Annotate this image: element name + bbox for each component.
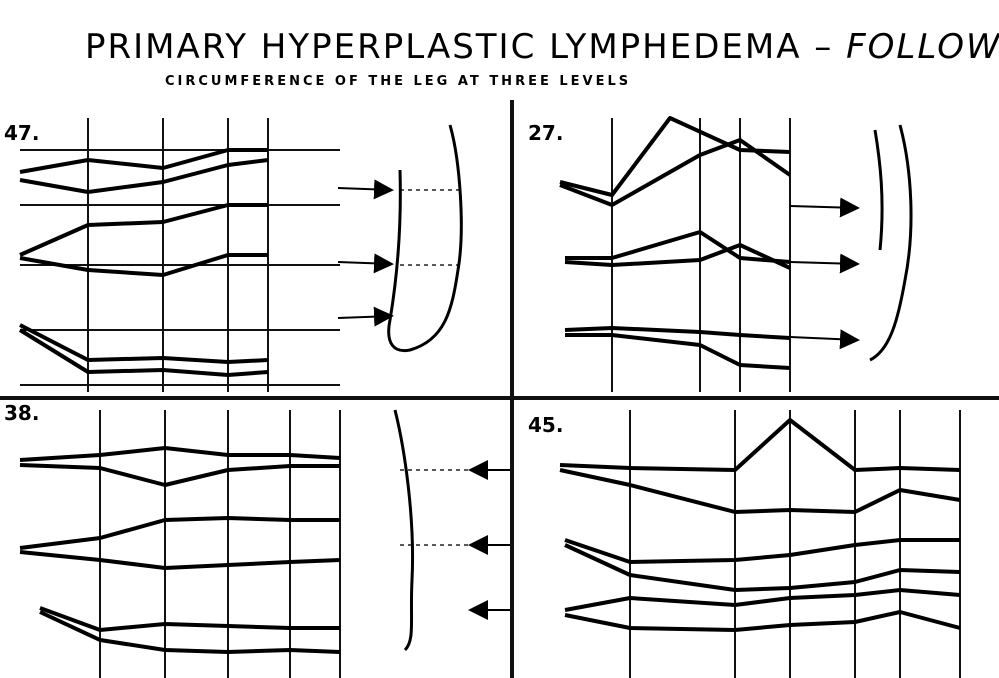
panel-label: 47. <box>4 121 39 145</box>
panel-bottom-right: 45. <box>528 410 961 678</box>
panel-top-right: 27. <box>528 116 913 392</box>
panel-label: 27. <box>528 121 563 145</box>
panel-label: 45. <box>528 413 563 437</box>
title: PRIMARY HYPERPLASTIC LYMPHEDEMA – FOLLOW… <box>85 27 999 67</box>
panel-bottom-left: 38. <box>4 401 510 678</box>
subtitle: CIRCUMFERENCE OF THE LEG AT THREE LEVELS <box>165 74 631 89</box>
frame <box>0 100 999 678</box>
panel-top-left: 47. <box>4 118 463 392</box>
panel-label: 38. <box>4 401 39 425</box>
